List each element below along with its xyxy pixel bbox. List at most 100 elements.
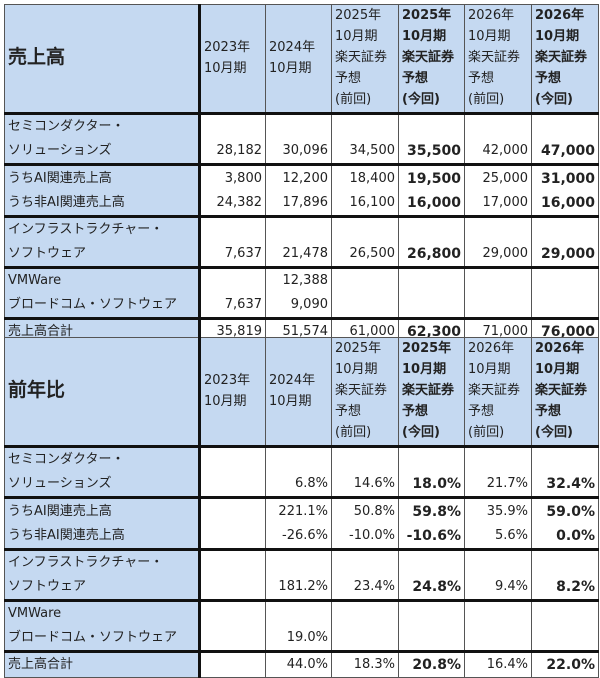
value-cell bbox=[331, 625, 399, 652]
value-cell bbox=[199, 523, 266, 550]
table-row: VMWare bbox=[4, 598, 599, 626]
value-cell bbox=[199, 598, 266, 626]
value-cell: 9,090 bbox=[265, 293, 332, 319]
value-cell: 59.0% bbox=[531, 496, 599, 524]
value-cell: 8.2% bbox=[531, 547, 599, 601]
value-cell: 28,182 bbox=[199, 112, 266, 165]
column-header: 2026年 10月期 楽天証券 予想 (前回) bbox=[464, 337, 532, 448]
value-cell: 6.8% bbox=[265, 445, 332, 498]
value-cell: 50.8% bbox=[331, 496, 399, 524]
value-cell: 18.3% bbox=[331, 649, 399, 678]
value-cell: 35.9% bbox=[464, 496, 532, 524]
value-cell: 0.0% bbox=[531, 523, 599, 550]
value-cell: 32.4% bbox=[531, 445, 599, 498]
value-cell: 47,000 bbox=[531, 112, 599, 165]
row-label: ブロードコム・ソフトウェア bbox=[4, 625, 201, 652]
value-cell: 18,400 bbox=[331, 163, 399, 191]
value-cell: 16,000 bbox=[531, 190, 599, 217]
value-cell bbox=[464, 598, 532, 626]
value-cell bbox=[464, 625, 532, 652]
value-cell: 19,500 bbox=[398, 163, 465, 191]
value-cell: 22.0% bbox=[531, 649, 599, 678]
value-cell: 14.6% bbox=[331, 445, 399, 498]
table-row: うちAI関連売上高 3,800 12,200 18,400 19,500 25,000 31… bbox=[4, 163, 599, 191]
value-cell: 16.4% bbox=[464, 649, 532, 678]
value-cell: 9.4% bbox=[464, 547, 532, 601]
column-header: 2025年 10月期 楽天証券 予想 (今回) bbox=[398, 337, 465, 448]
value-cell: 16,000 bbox=[398, 190, 465, 217]
value-cell: -26.6% bbox=[265, 523, 332, 550]
value-cell: 12,200 bbox=[265, 163, 332, 191]
value-cell bbox=[398, 266, 465, 293]
value-cell: 25,000 bbox=[464, 163, 532, 191]
row-label: インフラストラクチャー・ ソフトウェア bbox=[4, 215, 201, 268]
value-cell: 34,500 bbox=[331, 112, 399, 165]
yoy-growth-table: 前年比 2023年 10月期 2024年 10月期 2025年 10月期 楽天証券 予… bbox=[4, 337, 599, 678]
value-cell bbox=[199, 625, 266, 652]
value-cell bbox=[398, 625, 465, 652]
value-cell: -10.6% bbox=[398, 523, 465, 550]
value-cell: 26,800 bbox=[398, 215, 465, 268]
value-cell bbox=[398, 293, 465, 319]
value-cell bbox=[199, 547, 266, 601]
value-cell bbox=[464, 293, 532, 319]
column-header: 2025年 10月期 楽天証券 予想 (今回) bbox=[398, 4, 465, 115]
row-label: 売上高合計 bbox=[4, 649, 201, 678]
value-cell: 221.1% bbox=[265, 496, 332, 524]
table-row: セミコンダクター・ ソリューションズ 6.8% 14.6% 18.0% 21.7% 32.… bbox=[4, 445, 599, 498]
sales-table: 売上高 2023年 10月期 2024年 10月期 2025年 10月期 楽天証券 予… bbox=[4, 4, 599, 345]
table-row: ブロードコム・ソフトウェア 7,637 9,090 bbox=[4, 293, 599, 319]
column-header: 2026年 10月期 楽天証券 予想 (今回) bbox=[531, 4, 599, 115]
value-cell: 30,096 bbox=[265, 112, 332, 165]
value-cell bbox=[331, 598, 399, 626]
row-label: うちAI関連売上高 bbox=[4, 496, 201, 524]
column-header: 2023年 10月期 bbox=[199, 337, 266, 448]
table-row: セミコンダクター・ ソリューションズ 28,182 30,096 34,500 35,5… bbox=[4, 112, 599, 165]
value-cell bbox=[531, 293, 599, 319]
value-cell: 17,896 bbox=[265, 190, 332, 217]
value-cell: 5.6% bbox=[464, 523, 532, 550]
value-cell: 29,000 bbox=[531, 215, 599, 268]
value-cell: 59.8% bbox=[398, 496, 465, 524]
table-title: 前年比 bbox=[4, 337, 201, 448]
value-cell: -10.0% bbox=[331, 523, 399, 550]
column-header: 2025年 10月期 楽天証券 予想 (前回) bbox=[331, 4, 399, 115]
table-row: うちAI関連売上高 221.1% 50.8% 59.8% 35.9% 59.0% bbox=[4, 496, 599, 524]
column-header: 2026年 10月期 楽天証券 予想 (前回) bbox=[464, 4, 532, 115]
column-header: 2024年 10月期 bbox=[265, 4, 332, 115]
value-cell: 21,478 bbox=[265, 215, 332, 268]
table-row: ブロードコム・ソフトウェア 19.0% bbox=[4, 625, 599, 652]
table-row: VMWare 12,388 bbox=[4, 266, 599, 293]
value-cell: 42,000 bbox=[464, 112, 532, 165]
column-header: 2023年 10月期 bbox=[199, 4, 266, 115]
row-label: うち非AI関連売上高 bbox=[4, 523, 201, 550]
table-row: 売上高合計 44.0% 18.3% 20.8% 16.4% 22.0% bbox=[4, 649, 599, 678]
row-label: VMWare bbox=[4, 598, 201, 626]
column-header: 2025年 10月期 楽天証券 予想 (前回) bbox=[331, 337, 399, 448]
row-label: うち非AI関連売上高 bbox=[4, 190, 201, 217]
value-cell: 7,637 bbox=[199, 215, 266, 268]
value-cell: 16,100 bbox=[331, 190, 399, 217]
row-label: セミコンダクター・ ソリューションズ bbox=[4, 445, 201, 498]
value-cell: 24,382 bbox=[199, 190, 266, 217]
table-row: インフラストラクチャー・ ソフトウェア 7,637 21,478 26,500 26,8… bbox=[4, 215, 599, 268]
value-cell bbox=[464, 266, 532, 293]
table-row: うち非AI関連売上高 24,382 17,896 16,100 16,000 17,000… bbox=[4, 190, 599, 217]
value-cell bbox=[199, 445, 266, 498]
value-cell: 12,388 bbox=[265, 266, 332, 293]
value-cell bbox=[199, 649, 266, 678]
value-cell bbox=[265, 598, 332, 626]
value-cell: 19.0% bbox=[265, 625, 332, 652]
value-cell bbox=[331, 293, 399, 319]
row-label: ブロードコム・ソフトウェア bbox=[4, 293, 201, 319]
value-cell bbox=[531, 625, 599, 652]
header-row: 前年比 2023年 10月期 2024年 10月期 2025年 10月期 楽天証券 予… bbox=[4, 337, 599, 448]
value-cell bbox=[531, 266, 599, 293]
value-cell bbox=[199, 266, 266, 293]
value-cell: 17,000 bbox=[464, 190, 532, 217]
row-label: うちAI関連売上高 bbox=[4, 163, 201, 191]
table-row: うち非AI関連売上高 -26.6% -10.0% -10.6% 5.6% 0.0% bbox=[4, 523, 599, 550]
column-header: 2026年 10月期 楽天証券 予想 (今回) bbox=[531, 337, 599, 448]
value-cell bbox=[531, 598, 599, 626]
value-cell: 181.2% bbox=[265, 547, 332, 601]
